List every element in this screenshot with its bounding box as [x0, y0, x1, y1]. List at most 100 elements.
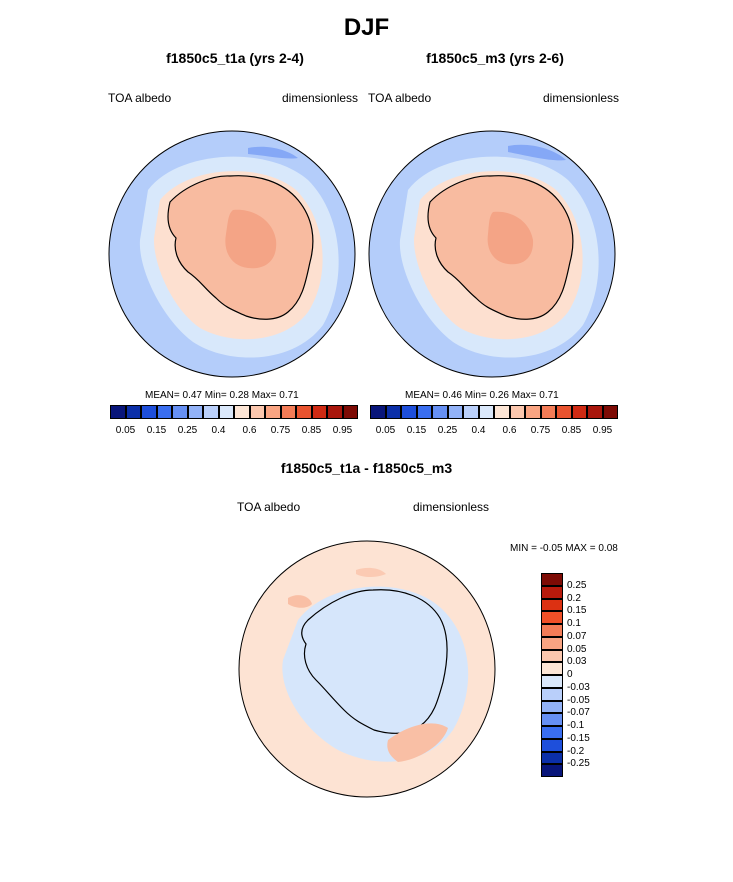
colorbar-swatch	[587, 405, 603, 419]
colorbar-swatch	[172, 405, 188, 419]
colorbar-tick-label: 0.75	[270, 425, 291, 436]
stat-mean-value: 0.46	[442, 390, 462, 401]
panel1-polar-map	[108, 130, 356, 378]
stat-max-label: Max=	[251, 390, 277, 401]
colorbar-tick-label: 0.05	[115, 425, 136, 436]
sea-ice-patch	[508, 144, 566, 161]
colorbar-tick-label: 0.07	[567, 630, 587, 642]
panel2-units-label: dimensionless	[543, 91, 620, 105]
colorbar-tick-label: 0.75	[530, 425, 551, 436]
panel2-title: f1850c5_m3 (yrs 2-6)	[426, 50, 564, 66]
colorbar-swatch	[541, 573, 563, 586]
positive-diff-patch	[356, 567, 386, 577]
colorbar-swatch	[125, 405, 141, 419]
panel1-stats: MEAN= 0.47 Min= 0.28 Max= 0.71	[145, 390, 299, 401]
colorbar-tick-label: 0.85	[301, 425, 322, 436]
antarctica-high-albedo	[225, 209, 277, 269]
colorbar-tick-label: 0.4	[211, 425, 226, 436]
colorbar-tick-label: 0.95	[592, 425, 613, 436]
colorbar-swatch	[385, 405, 401, 419]
colorbar-swatch	[370, 405, 386, 419]
diff-polar-map	[238, 540, 496, 798]
colorbar-tick-label: 0.15	[406, 425, 427, 436]
colorbar-swatch	[541, 726, 563, 739]
colorbar-swatch	[447, 405, 463, 419]
colorbar-tick-label: 0.15	[567, 605, 587, 617]
stat-max-value: 0.71	[539, 390, 559, 401]
colorbar-tick-label: 0.4	[471, 425, 486, 436]
colorbar-swatch	[478, 405, 494, 419]
colorbar-swatch	[280, 405, 296, 419]
colorbar-swatch	[218, 405, 234, 419]
stat-min-label: Min=	[204, 390, 227, 401]
colorbar-swatch	[541, 585, 563, 599]
colorbar-swatch	[249, 405, 265, 419]
colorbar-swatch	[540, 405, 556, 419]
colorbar-tick-label: 0.05	[567, 643, 587, 655]
page-title: DJF	[343, 14, 390, 41]
colorbar-tick-label: 0.95	[332, 425, 353, 436]
colorbar-swatch	[265, 405, 281, 419]
diff-units-label: dimensionless	[413, 500, 490, 514]
colorbar-tick-label: 0.85	[561, 425, 582, 436]
panel1-units-label: dimensionless	[282, 91, 359, 105]
panel2-stats: MEAN= 0.46 Min= 0.26 Max= 0.71	[405, 390, 559, 401]
colorbar-swatch	[541, 636, 563, 650]
diff-minmax: MIN = -0.05 MAX = 0.08	[510, 543, 618, 554]
colorbar-swatch	[327, 405, 343, 419]
colorbar-swatch	[541, 624, 563, 637]
colorbar-swatch	[541, 764, 563, 777]
colorbar-swatch	[541, 700, 563, 714]
colorbar-swatch	[541, 611, 563, 624]
colorbar-tick-label: 0.25	[177, 425, 198, 436]
antarctica-high-albedo	[487, 211, 534, 265]
stat-mean-label: MEAN=	[145, 390, 180, 401]
colorbar-swatch	[525, 405, 541, 419]
colorbar-tick-label: -0.15	[567, 732, 590, 744]
colorbar-swatch	[234, 405, 250, 419]
colorbar-swatch	[541, 662, 563, 675]
colorbar-swatch	[541, 687, 563, 701]
colorbar-swatch	[509, 405, 525, 419]
colorbar-tick-label: 0.03	[567, 656, 587, 668]
colorbar-tick-label: 0.05	[375, 425, 396, 436]
colorbar-tick-label: 0.25	[567, 579, 587, 591]
panel1-title: f1850c5_t1a (yrs 2-4)	[166, 50, 304, 66]
diff-colorbar-labels: 0.25 0.2 0.15 0.1 0.07 0.05 0.03 0 -0.03 -0.05 -0.…	[567, 573, 617, 777]
diff-variable-label: TOA albedo	[237, 500, 301, 514]
colorbar-swatch	[203, 405, 219, 419]
stat-min-value: 0.26	[489, 390, 509, 401]
colorbar-swatch	[141, 405, 157, 419]
colorbar-tick-label: 0.6	[502, 425, 517, 436]
colorbar-swatch	[541, 598, 563, 612]
colorbar-swatch	[156, 405, 172, 419]
stat-min-label: Min=	[464, 390, 487, 401]
colorbar-tick-label: -0.05	[567, 694, 590, 706]
stat-mean-label: MEAN=	[405, 390, 440, 401]
colorbar-swatch	[541, 713, 563, 726]
panel1-colorbar	[110, 405, 358, 419]
colorbar-swatch	[187, 405, 203, 419]
stat-mean-value: 0.47	[182, 390, 202, 401]
colorbar-tick-label: 0.1	[567, 618, 581, 629]
colorbar-swatch	[494, 405, 510, 419]
diff-colorbar	[541, 573, 563, 777]
diff-title: f1850c5_t1a - f1850c5_m3	[280, 460, 453, 476]
colorbar-tick-label: -0.07	[567, 707, 590, 719]
negative-diff-region	[282, 586, 469, 762]
panel2-colorbar-labels: 0.05 0.15 0.25 0.4 0.6 0.75 0.85 0.95	[370, 425, 618, 439]
panel2-polar-map	[368, 130, 616, 378]
colorbar-swatch	[296, 405, 312, 419]
colorbar-tick-label: 0.2	[567, 592, 581, 604]
panel1-colorbar-labels: 0.05 0.15 0.25 0.4 0.6 0.75 0.85 0.95	[110, 425, 358, 439]
colorbar-swatch	[432, 405, 448, 419]
colorbar-swatch	[541, 675, 563, 688]
panel1-variable-label: TOA albedo	[108, 91, 172, 105]
colorbar-swatch	[110, 405, 126, 419]
colorbar-swatch	[541, 751, 563, 765]
colorbar-tick-label: -0.2	[567, 745, 585, 757]
stat-max-value: 0.71	[279, 390, 299, 401]
colorbar-tick-label: 0.25	[437, 425, 458, 436]
stat-min-value: 0.28	[229, 390, 249, 401]
colorbar-swatch	[602, 405, 618, 419]
